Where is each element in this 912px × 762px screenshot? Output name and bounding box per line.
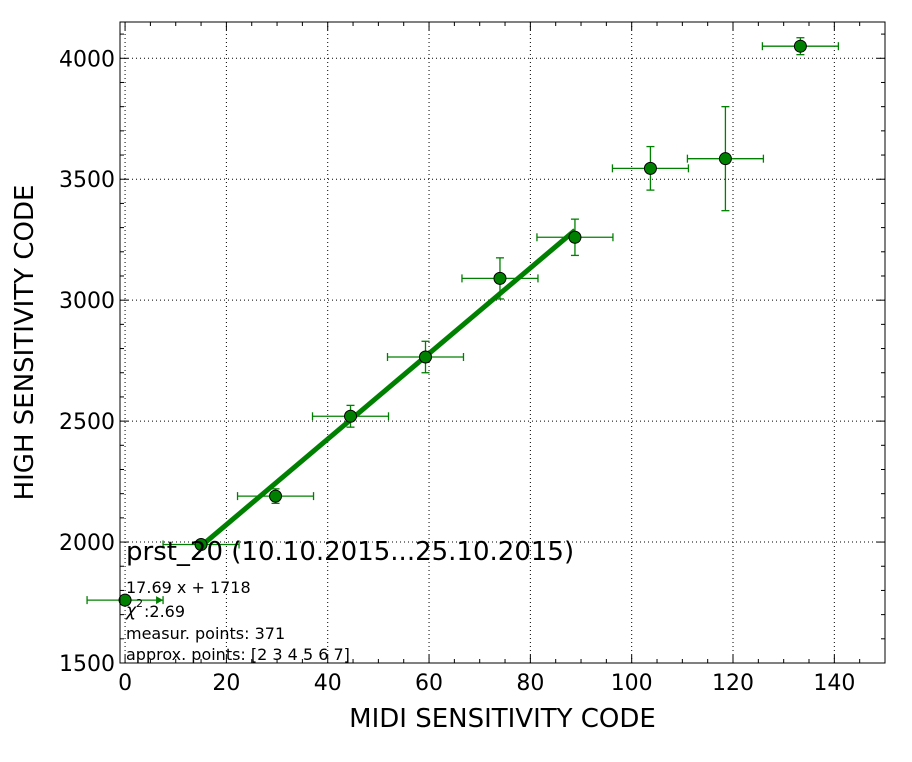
y-tick-label: 2000 — [59, 531, 115, 556]
axis-ticks — [120, 22, 886, 664]
x-tick-labels: 0 20 40 60 80 100 120 140 — [118, 671, 855, 696]
data-point — [643, 161, 657, 175]
data-point — [793, 39, 807, 53]
annotation-approx-points: approx. points: [2 3 4 5 6 7] — [126, 645, 350, 664]
x-tick-label: 0 — [118, 671, 132, 696]
data-points — [118, 39, 807, 607]
x-tick-label: 140 — [813, 671, 855, 696]
annotation-measur-points: measur. points: 371 — [126, 624, 285, 643]
data-point — [269, 489, 283, 503]
x-tick-label: 120 — [712, 671, 754, 696]
chi-value: :2.69 — [144, 602, 185, 621]
y-axis-label: HIGH SENSITIVITY CODE — [10, 185, 40, 501]
y-tick-label: 1500 — [59, 652, 115, 677]
fit-line — [199, 228, 577, 548]
data-point — [418, 350, 432, 364]
grid-lines — [120, 22, 885, 663]
y-tick-labels: 1500 2000 2500 3000 3500 4000 — [59, 47, 115, 677]
x-tick-label: 80 — [516, 671, 544, 696]
plot-frame — [119, 21, 886, 664]
data-point — [493, 271, 507, 285]
x-tick-label: 40 — [314, 671, 342, 696]
annotation-title: prst_20 (10.10.2015...25.10.2015) — [126, 537, 574, 567]
chi-superscript: 2 — [136, 597, 143, 610]
data-point — [194, 537, 208, 551]
x-error-arrow — [156, 596, 164, 605]
x-tick-label: 20 — [212, 671, 240, 696]
x-tick-label: 100 — [611, 671, 653, 696]
y-tick-label: 2500 — [59, 410, 115, 435]
data-point — [568, 230, 582, 244]
y-tick-label: 3000 — [59, 289, 115, 314]
x-tick-label: 60 — [415, 671, 443, 696]
annotation-chi-square: χ 2 :2.69 — [125, 597, 185, 621]
y-tick-label: 4000 — [59, 47, 115, 72]
annotation-fit: 17.69 x + 1718 — [126, 578, 251, 597]
x-axis-label: MIDI SENSITIVITY CODE — [349, 704, 656, 734]
data-point — [118, 593, 132, 607]
data-point — [718, 152, 732, 166]
chi-symbol: χ — [125, 601, 137, 621]
data-point — [344, 409, 358, 423]
fit-line-segment — [199, 228, 577, 548]
y-tick-label: 3500 — [59, 168, 115, 193]
error-bars — [86, 37, 840, 605]
